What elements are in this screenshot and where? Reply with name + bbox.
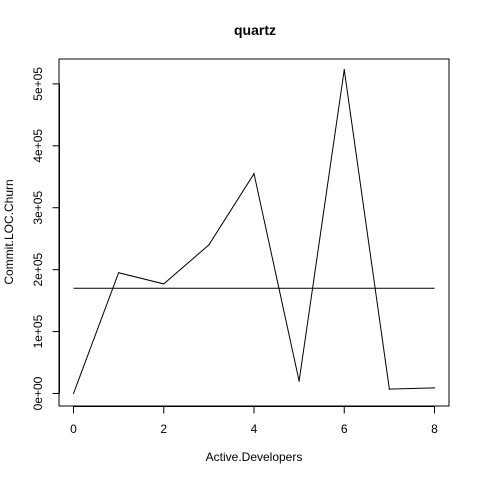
x-tick-label: 8 [431,422,438,436]
x-axis: 0 2 4 6 8 [70,406,438,436]
x-axis-label: Active.Developers [206,450,303,464]
series-line [73,69,435,394]
data-point [253,173,255,175]
y-axis: 0e+00 1e+05 2e+05 3e+05 4e+05 5e+05 [31,67,60,410]
data-point [388,388,390,390]
y-tick-label: 4e+05 [31,129,45,163]
x-tick-label: 6 [341,422,348,436]
data-point [208,244,210,246]
y-axis-label: Commit.LOC.Churn [2,179,16,284]
data-point [433,387,436,389]
data-point [298,380,300,382]
data-point [118,272,120,274]
data-point [72,392,75,395]
y-tick-label: 0e+00 [31,376,45,410]
data-point [343,69,345,71]
x-tick-label: 2 [160,422,167,436]
x-tick-label: 4 [251,422,258,436]
y-tick-label: 3e+05 [31,191,45,225]
data-point [163,283,165,285]
plot-frame [58,58,450,407]
y-tick-label: 2e+05 [31,252,45,286]
chart-title: quartz [234,22,276,38]
y-tick-label: 5e+05 [31,67,45,101]
x-tick-label: 0 [70,422,77,436]
y-tick-label: 1e+05 [31,314,45,348]
series-layer [72,69,436,395]
